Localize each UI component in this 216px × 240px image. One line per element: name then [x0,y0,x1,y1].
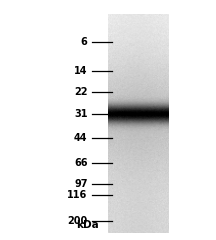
Text: 22: 22 [74,87,88,97]
Text: 116: 116 [67,190,88,200]
Text: 66: 66 [74,158,88,168]
Text: 14: 14 [74,66,88,76]
Text: 6: 6 [81,37,88,47]
Text: 31: 31 [74,109,88,119]
Text: kDa: kDa [76,220,99,229]
Text: 200: 200 [67,216,88,226]
Text: 44: 44 [74,133,88,143]
Text: 97: 97 [74,179,88,189]
